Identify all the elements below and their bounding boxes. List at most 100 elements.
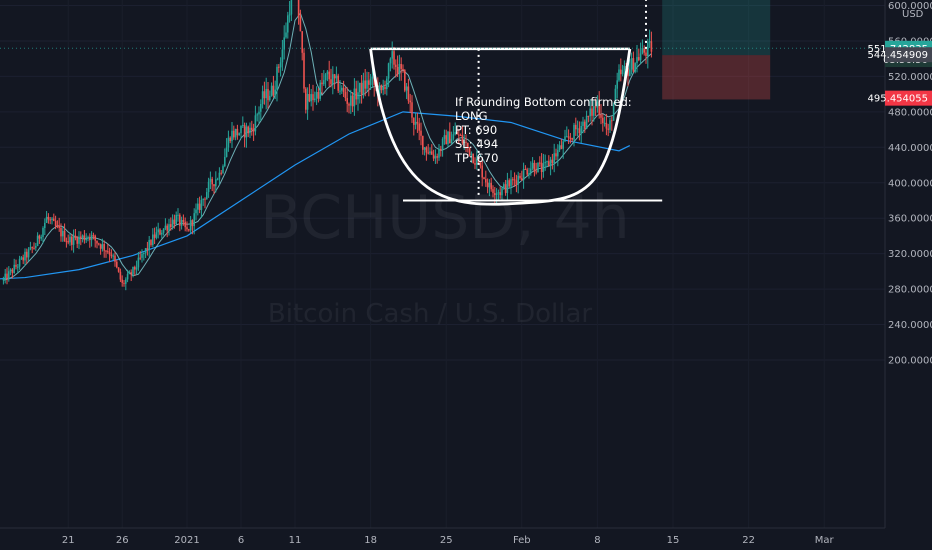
candle-body: [422, 135, 424, 150]
candle-body: [600, 114, 602, 118]
candle-body: [6, 273, 8, 280]
candle-body: [648, 41, 651, 43]
candle-body: [24, 251, 26, 261]
profit-zone[interactable]: [662, 0, 771, 56]
candle-body: [474, 163, 476, 165]
time-axis[interactable]: 21 26 2021 6 11 18 25 Feb 8 15 22 Mar: [0, 527, 932, 550]
candle-body: [321, 82, 323, 85]
candle-body: [62, 230, 64, 237]
candle-body: [119, 271, 122, 280]
candle-body: [125, 279, 127, 284]
candle-body: [184, 221, 186, 228]
candle-body: [94, 235, 96, 241]
candle-body: [281, 49, 284, 63]
candle-body: [413, 117, 415, 125]
candle-body: [562, 141, 564, 149]
candle-body: [449, 131, 451, 144]
candle-body: [101, 244, 104, 249]
candle-body: [225, 147, 228, 157]
candle-body: [629, 69, 631, 76]
candle-body: [510, 179, 512, 187]
candle-body: [272, 85, 275, 96]
rounding-bottom-curve[interactable]: [369, 48, 632, 206]
candle-body: [162, 228, 165, 233]
candle-body: [418, 123, 420, 131]
candle-body: [279, 62, 282, 68]
candle-body: [258, 111, 260, 115]
candle-body: [276, 66, 278, 90]
candle-body: [126, 273, 129, 280]
candle-body: [242, 125, 244, 127]
candle-body: [22, 257, 24, 261]
candle-body: [612, 105, 615, 121]
candle-body: [260, 103, 262, 112]
candle-body: [386, 78, 388, 90]
candle-body: [152, 234, 154, 246]
candle-body: [342, 87, 345, 93]
candle-body: [278, 66, 280, 68]
candle-body: [267, 88, 269, 101]
candle-body: [128, 272, 131, 274]
candle-body: [186, 227, 188, 230]
candle-body: [357, 92, 359, 100]
candle-body: [305, 88, 307, 110]
candle-body: [396, 66, 399, 75]
candle-body: [234, 128, 237, 138]
candle-body: [170, 224, 172, 227]
candle-body: [121, 279, 123, 283]
candle-body: [56, 225, 59, 227]
candle-body: [636, 57, 638, 64]
price-tag: [885, 47, 932, 63]
candle-body: [216, 179, 219, 181]
candle-body: [571, 138, 573, 140]
candle-body: [364, 80, 366, 89]
price-tick-label: 400.000000: [888, 178, 932, 189]
candle-body: [521, 178, 523, 180]
loss-zone[interactable]: [662, 55, 771, 100]
candle-body: [166, 225, 168, 231]
candle-body: [204, 198, 206, 200]
candle-body: [623, 65, 626, 70]
long-position-tool[interactable]: [662, 0, 771, 100]
candle-body: [261, 91, 264, 104]
candle-body: [231, 130, 233, 142]
candle-body: [467, 142, 469, 148]
price-axis[interactable]: 200.000000 240.000000 280.000000 320.000000…: [868, 0, 932, 528]
candle-body: [89, 237, 91, 241]
candle-body: [537, 162, 539, 173]
candle-body: [585, 115, 588, 129]
candle-body: [51, 218, 53, 221]
candle-body: [494, 193, 496, 196]
candle-body: [486, 182, 489, 188]
candle-body: [578, 128, 581, 134]
trade-note[interactable]: If Rounding Bottom confirmed: LONG PT: 6…: [454, 95, 632, 165]
candle-body: [175, 215, 177, 225]
candle-body: [114, 255, 116, 262]
candle-body: [643, 48, 645, 53]
candle-body: [611, 120, 613, 122]
candle-body: [108, 252, 111, 255]
candle-body: [458, 134, 460, 136]
candlesticks: [2, 0, 653, 291]
candle-body: [501, 188, 503, 196]
candle-body: [440, 148, 442, 151]
candle-body: [236, 128, 239, 136]
candle-body: [44, 222, 46, 228]
note-line-3: PT: 690: [455, 123, 497, 137]
candle-body: [13, 264, 15, 273]
time-tick-label: 6: [238, 535, 244, 546]
candle-body: [535, 171, 537, 173]
candle-body: [582, 121, 584, 126]
candle-body: [130, 272, 132, 275]
candle-body: [134, 266, 136, 270]
candle-body: [598, 101, 600, 115]
candle-body: [251, 127, 253, 130]
candle-body: [240, 125, 242, 134]
candle-body: [249, 127, 251, 134]
candle-body: [524, 169, 527, 171]
candle-body: [499, 192, 501, 196]
candle-body: [60, 227, 62, 237]
candle-body: [27, 249, 30, 258]
